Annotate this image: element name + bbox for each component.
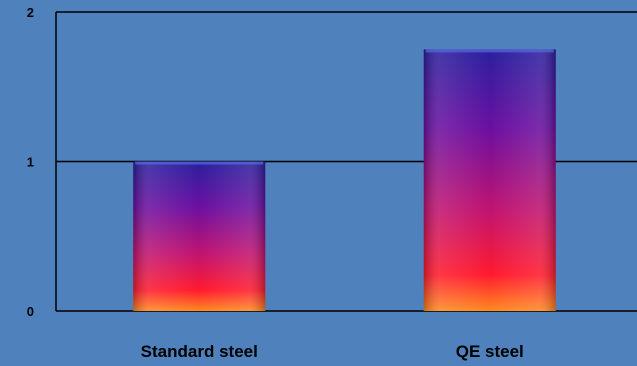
bar-standard-steel — [133, 161, 266, 311]
y-tick-label: 1 — [27, 155, 34, 170]
x-category-label: Standard steel — [141, 342, 258, 361]
bars — [133, 49, 556, 311]
bar-shading — [133, 161, 266, 311]
bar-shading — [423, 49, 556, 311]
x-category-label: QE steel — [456, 342, 524, 361]
bar-top-bevel — [135, 161, 264, 165]
bar-top-bevel — [425, 49, 554, 53]
y-tick-label: 0 — [27, 304, 34, 319]
bar-qe-steel — [423, 49, 556, 311]
y-tick-label: 2 — [27, 5, 34, 20]
y-tick-labels: 0 1 2 — [27, 5, 34, 319]
x-category-labels: Standard steel QE steel — [141, 342, 524, 361]
